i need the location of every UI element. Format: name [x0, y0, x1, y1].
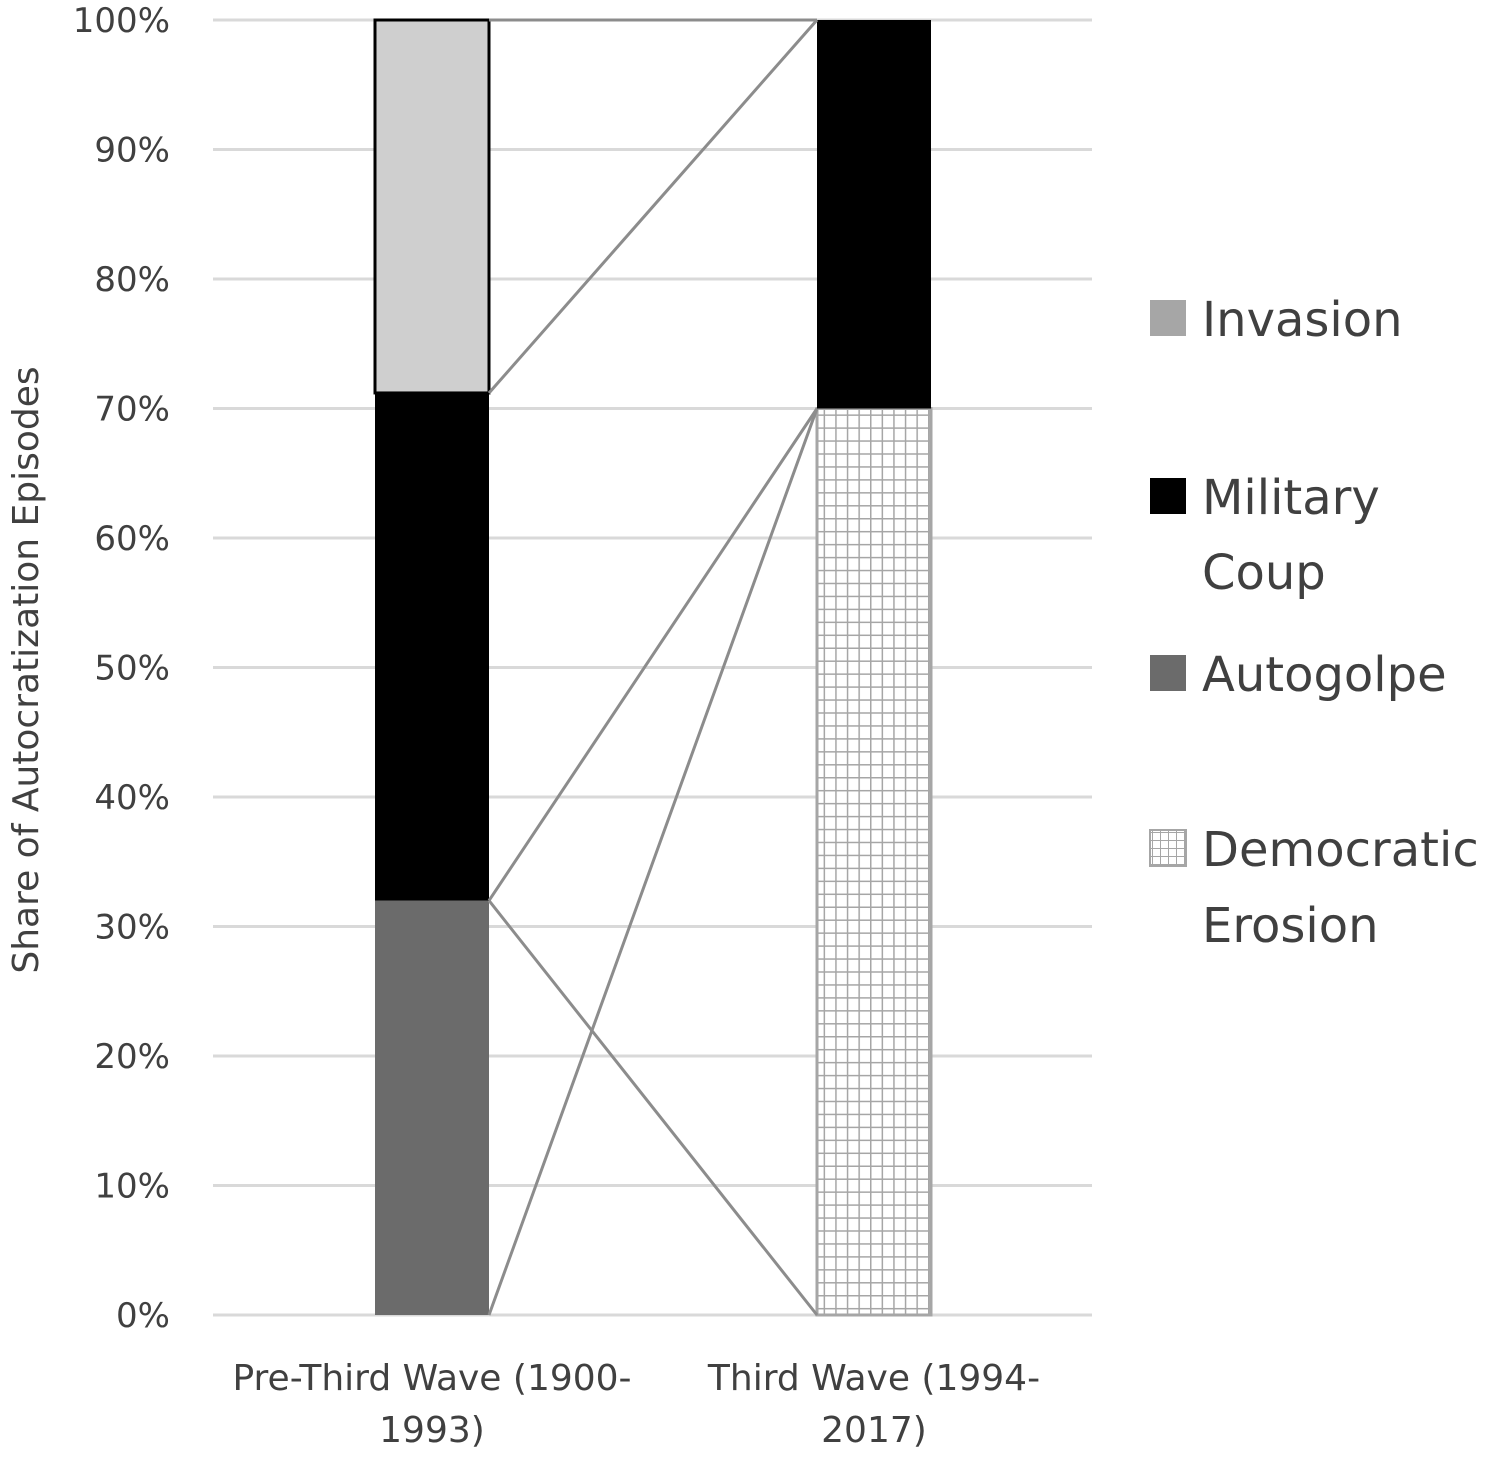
- legend-label-democratic-erosion: Erosion: [1202, 898, 1379, 954]
- legend-label-autogolpe: Autogolpe: [1202, 647, 1447, 703]
- bar-segment-military-coup: [375, 392, 489, 901]
- legend: Invasion Military Coup Autogolpe Democratic E…: [1149, 292, 1479, 954]
- y-tick-label: 50%: [94, 649, 170, 689]
- y-tick-label: 70%: [94, 390, 170, 430]
- series-line: [487, 407, 819, 1316]
- bar-segment-invasion: [373, 18, 491, 395]
- legend-label-military-coup: Military: [1202, 470, 1380, 526]
- series-line: [487, 407, 819, 902]
- gridlines: [213, 18, 1092, 1317]
- y-tick-label: 60%: [94, 519, 170, 559]
- y-tick-label: 0%: [116, 1296, 170, 1336]
- bar-segment-democratic-erosion: [815, 407, 933, 1317]
- x-category-label: Third Wave (1994-: [707, 1358, 1040, 1399]
- bars: [373, 18, 933, 1317]
- x-axis-labels: Pre-Third Wave (1900- 1993) Third Wave (19…: [232, 1358, 1040, 1451]
- y-tick-label: 100%: [73, 1, 170, 41]
- x-category-label: 1993): [379, 1410, 485, 1451]
- legend-label-invasion: Invasion: [1202, 292, 1403, 348]
- legend-label-democratic-erosion: Democratic: [1202, 822, 1479, 878]
- x-category-label: Pre-Third Wave (1900-: [232, 1358, 631, 1399]
- series-line: [487, 19, 819, 394]
- series-line: [487, 899, 819, 1316]
- series-lines: [487, 18, 819, 1316]
- legend-label-military-coup: Coup: [1202, 545, 1326, 601]
- y-tick-label: 30%: [94, 908, 170, 948]
- x-category-label: 2017): [821, 1410, 927, 1451]
- y-axis-ticks: 0% 10% 20% 30% 40% 50% 60% 70% 80% 90% 100%: [73, 1, 170, 1336]
- y-axis-title: Share of Autocratization Episodes: [6, 366, 47, 973]
- legend-swatch-democratic-erosion: [1149, 829, 1187, 867]
- y-tick-label: 90%: [94, 131, 170, 171]
- y-tick-label: 20%: [94, 1037, 170, 1077]
- legend-swatch-military-coup: [1150, 478, 1186, 514]
- y-tick-label: 10%: [94, 1167, 170, 1207]
- legend-swatch-invasion: [1150, 300, 1186, 336]
- y-tick-label: 40%: [94, 778, 170, 818]
- y-tick-label: 80%: [94, 260, 170, 300]
- bar-segment-military-coup: [817, 20, 931, 409]
- legend-swatch-autogolpe: [1150, 655, 1186, 691]
- bar-segment-autogolpe: [375, 900, 489, 1315]
